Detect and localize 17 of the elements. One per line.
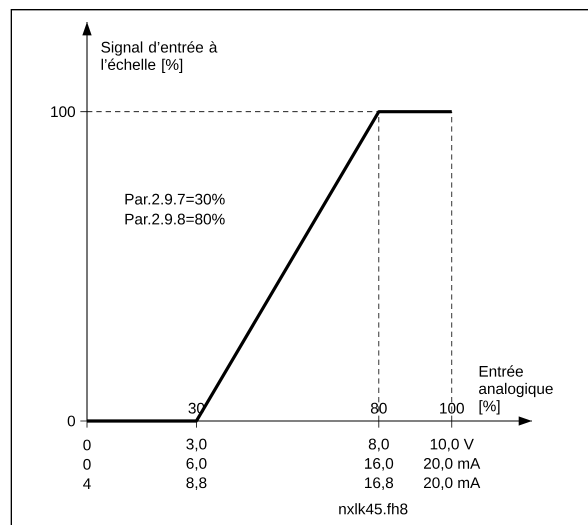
text: 4 bbox=[83, 478, 91, 489]
text: 20,0 mA bbox=[424, 477, 480, 490]
x-axis-title: Entrée analogique [%] bbox=[479, 365, 553, 414]
annotation: Par.2.9.7=30% bbox=[125, 194, 225, 205]
text: 8,0 bbox=[368, 438, 389, 452]
text: 0 bbox=[83, 458, 91, 470]
text: nxlk45.fh8 bbox=[339, 503, 408, 514]
text: 16,8 bbox=[365, 477, 394, 490]
annotation: Par.2.9.8=80% bbox=[125, 214, 225, 225]
text: 3,0 bbox=[186, 438, 206, 452]
y-axis-title: Signal d’entrée à l’échelle [%] bbox=[101, 41, 218, 74]
text: 0 bbox=[83, 440, 91, 450]
text: 6,0 bbox=[186, 458, 206, 471]
text: 8,8 bbox=[186, 477, 206, 490]
text: 20,0 mA bbox=[424, 458, 480, 471]
text: 16,0 bbox=[365, 458, 394, 471]
text: 10,0 V bbox=[430, 438, 474, 452]
